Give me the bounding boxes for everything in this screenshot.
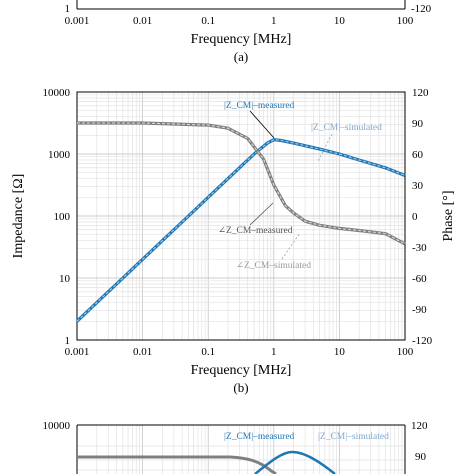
y-tick-label: 10000 bbox=[43, 87, 71, 99]
y2-tick-label: -30 bbox=[412, 242, 427, 254]
annotation-phase-measured-leader bbox=[249, 202, 274, 226]
panel-c-magnitude-line bbox=[254, 450, 336, 474]
x-tick-label: 100 bbox=[397, 346, 414, 358]
x-tick-label: 0.1 bbox=[201, 346, 215, 358]
annotation-phase-measured: ∠Z_CM–measured bbox=[218, 226, 293, 236]
panel-c-annotation-mag-simulated: |Z_CM|–simulated bbox=[318, 432, 389, 442]
panel-b-y-axis-label: Impedance [Ω] bbox=[11, 174, 26, 259]
panel-a-x-tick-labels: 0.001 0.01 0.1 1 10 100 bbox=[65, 15, 414, 27]
y2-tick-label: 30 bbox=[412, 180, 424, 192]
annotation-mag-measured: |Z_CM|–measured bbox=[224, 101, 295, 111]
x-tick-label: 0.001 bbox=[65, 346, 90, 358]
panel-a-caption: (a) bbox=[234, 49, 248, 64]
panel-c-y2-tick-90: 90 bbox=[415, 451, 427, 463]
annotation-mag-measured-leader bbox=[249, 110, 275, 139]
annotation-mag-simulated-leader bbox=[317, 133, 333, 162]
phase-simulated-line bbox=[77, 122, 406, 245]
y2-tick-label: -60 bbox=[412, 273, 427, 285]
x-tick-label: 0.01 bbox=[133, 346, 152, 358]
panel-b-x-axis-label: Frequency [MHz] bbox=[191, 363, 292, 378]
y2-tick-label: -90 bbox=[412, 304, 427, 316]
y-tick-label: 1000 bbox=[48, 149, 71, 161]
panel-c-grid bbox=[76, 425, 405, 474]
annotation-phase-simulated-leader bbox=[281, 232, 301, 260]
y2-tick-label: 120 bbox=[412, 87, 429, 99]
panel-b-grid bbox=[76, 92, 405, 341]
panel-a-left-tick: 1 bbox=[65, 3, 71, 15]
panel-b-y2-axis-label: Phase [°] bbox=[441, 190, 456, 241]
panel-a-x-axis-label: Frequency [MHz] bbox=[191, 32, 292, 47]
magnitude-simulated-line bbox=[76, 139, 406, 322]
panel-a-x-tick-label: 0.01 bbox=[133, 15, 152, 27]
panel-c-y-tick-10000: 10000 bbox=[43, 420, 71, 432]
panel-a-x-tick-label: 1 bbox=[271, 15, 277, 27]
y2-tick-label: 0 bbox=[412, 211, 418, 223]
y-tick-label: 1 bbox=[65, 335, 71, 347]
panel-c-annotation-mag-measured: |Z_CM|–measured bbox=[224, 432, 295, 442]
panel-a-x-tick-label: 100 bbox=[397, 15, 414, 27]
x-tick-label: 1 bbox=[271, 346, 277, 358]
panel-b-frame bbox=[76, 91, 406, 341]
panel-c-y2-tick-120: 120 bbox=[411, 420, 428, 432]
annotation-phase-simulated: ∠Z_CM–simulated bbox=[236, 261, 311, 271]
y-tick-label: 100 bbox=[54, 211, 71, 223]
panel-c-phase-line bbox=[77, 455, 277, 474]
x-tick-label: 10 bbox=[334, 346, 346, 358]
annotation-mag-simulated: |Z_CM|–simulated bbox=[311, 123, 382, 133]
panel-a-x-tick-label: 0.001 bbox=[65, 15, 90, 27]
panel-b-caption: (b) bbox=[233, 380, 248, 395]
panel-b-y-tick-labels: 1 10 100 1000 10000 bbox=[43, 87, 71, 347]
panel-a-x-tick-label: 0.1 bbox=[201, 15, 215, 27]
panel-b-series bbox=[75, 121, 406, 323]
panel-a-x-tick-label: 10 bbox=[334, 15, 346, 27]
y2-tick-label: 90 bbox=[412, 118, 424, 130]
y-tick-label: 10 bbox=[59, 273, 71, 285]
panel-a-right-tick: -120 bbox=[411, 3, 432, 15]
panel-c: 10000 120 90 |Z_CM|–measured |Z_CM|–simu… bbox=[43, 420, 428, 474]
y2-tick-label: -120 bbox=[412, 335, 433, 347]
panel-b-y2-tick-labels: -120 -90 -60 -30 0 30 60 90 120 bbox=[412, 87, 433, 347]
panel-b-x-tick-labels: 0.001 0.01 0.1 1 10 100 bbox=[65, 346, 414, 358]
panel-a: 1 -120 0.001 0.01 0.1 1 10 100 Frequency [MHz… bbox=[65, 0, 432, 64]
y2-tick-label: 60 bbox=[412, 149, 424, 161]
